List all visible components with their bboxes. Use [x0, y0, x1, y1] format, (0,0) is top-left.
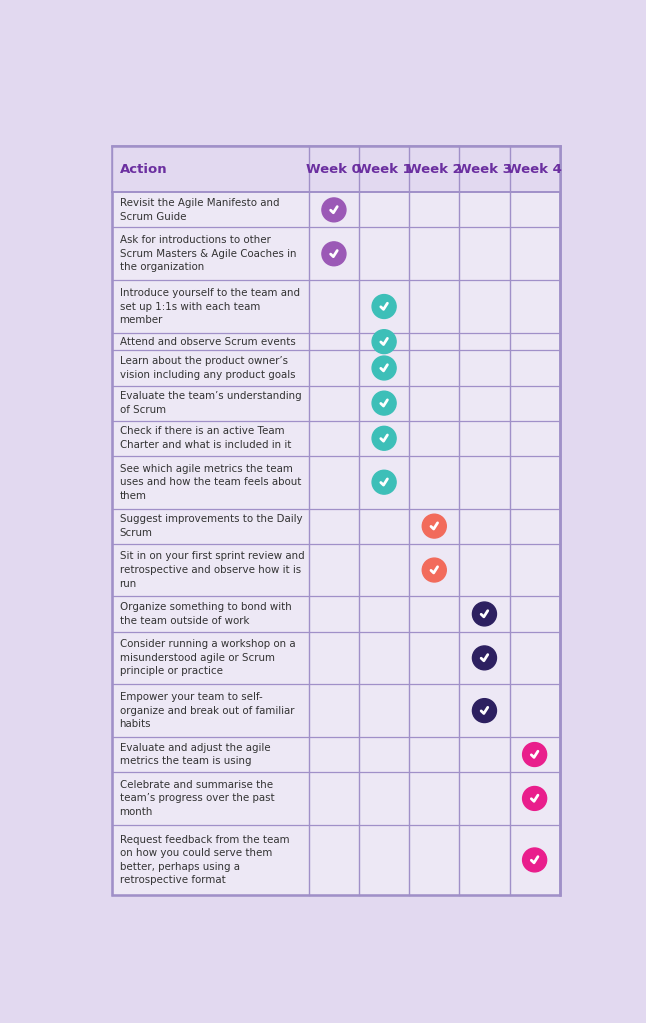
Circle shape	[372, 391, 396, 415]
Circle shape	[422, 559, 446, 582]
Text: Week 1: Week 1	[357, 163, 412, 176]
Text: Week 0: Week 0	[306, 163, 361, 176]
Bar	[112, 146, 559, 192]
Circle shape	[372, 329, 396, 354]
Text: Consider running a workshop on a
misunderstood agile or Scrum
principle or pract: Consider running a workshop on a misunde…	[120, 639, 295, 676]
Text: Revisit the Agile Manifesto and
Scrum Guide: Revisit the Agile Manifesto and Scrum Gu…	[120, 198, 279, 222]
Circle shape	[372, 471, 396, 494]
Circle shape	[372, 295, 396, 318]
Circle shape	[372, 356, 396, 380]
Text: Evaluate and adjust the agile
metrics the team is using: Evaluate and adjust the agile metrics th…	[120, 743, 270, 766]
Text: Celebrate and summarise the
team’s progress over the past
month: Celebrate and summarise the team’s progr…	[120, 780, 274, 817]
Circle shape	[523, 787, 547, 810]
Text: Suggest improvements to the Daily
Scrum: Suggest improvements to the Daily Scrum	[120, 515, 302, 538]
Circle shape	[322, 197, 346, 222]
Text: Empower your team to self-
organize and break out of familiar
habits: Empower your team to self- organize and …	[120, 692, 294, 729]
Circle shape	[472, 699, 497, 722]
Text: Request feedback from the team
on how you could serve them
better, perhaps using: Request feedback from the team on how yo…	[120, 835, 289, 885]
Text: See which agile metrics the team
uses and how the team feels about
them: See which agile metrics the team uses an…	[120, 463, 301, 501]
Circle shape	[523, 743, 547, 766]
Text: Sit in on your first sprint review and
retrospective and observe how it is
run: Sit in on your first sprint review and r…	[120, 551, 304, 588]
Circle shape	[472, 602, 497, 626]
Text: Ask for introductions to other
Scrum Masters & Agile Coaches in
the organization: Ask for introductions to other Scrum Mas…	[120, 235, 296, 272]
Bar	[112, 146, 559, 895]
Circle shape	[523, 848, 547, 872]
Text: Check if there is an active Team
Charter and what is included in it: Check if there is an active Team Charter…	[120, 427, 291, 450]
Text: Action: Action	[120, 163, 167, 176]
Text: Week 2: Week 2	[407, 163, 462, 176]
Circle shape	[322, 241, 346, 266]
Text: Attend and observe Scrum events: Attend and observe Scrum events	[120, 337, 295, 347]
Text: Organize something to bond with
the team outside of work: Organize something to bond with the team…	[120, 603, 291, 626]
Text: Week 3: Week 3	[457, 163, 512, 176]
Text: Introduce yourself to the team and
set up 1:1s with each team
member: Introduce yourself to the team and set u…	[120, 287, 300, 325]
Circle shape	[472, 646, 497, 670]
Circle shape	[422, 515, 446, 538]
Text: Week 4: Week 4	[507, 163, 562, 176]
Text: Evaluate the team’s understanding
of Scrum: Evaluate the team’s understanding of Scr…	[120, 392, 301, 415]
Text: Learn about the product owner’s
vision including any product goals: Learn about the product owner’s vision i…	[120, 356, 295, 380]
Circle shape	[372, 427, 396, 450]
